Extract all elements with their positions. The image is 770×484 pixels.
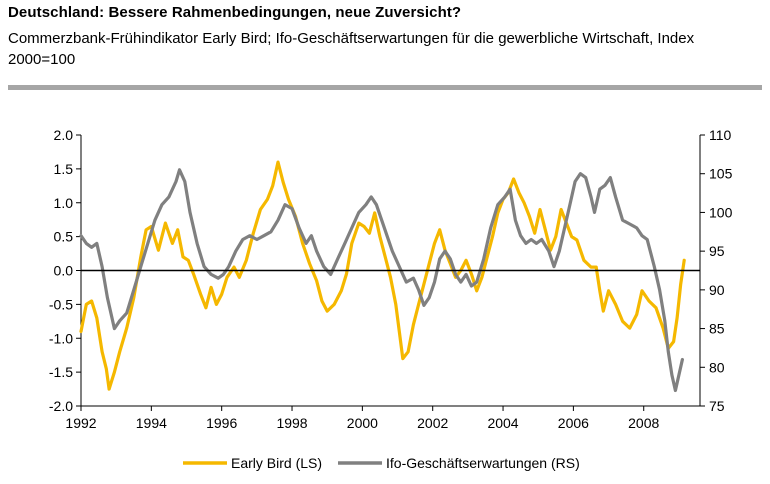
y-left-tick-label: -2.0 xyxy=(49,398,73,414)
y-left-tick-label: 0.5 xyxy=(54,229,74,245)
y-left-tick-label: 2.0 xyxy=(54,127,74,143)
series-layer xyxy=(79,160,686,393)
page-title: Deutschland: Bessere Rahmenbedingungen, … xyxy=(8,4,462,21)
y-right-tick-label: 110 xyxy=(709,127,732,143)
series-line-early-bird xyxy=(79,160,686,391)
header-rule xyxy=(8,85,762,90)
y-left-tick-label: 1.0 xyxy=(54,195,74,211)
x-tick-label: 1994 xyxy=(136,415,167,431)
y-right-tick-label: 95 xyxy=(709,243,725,259)
y-right-tick-label: 85 xyxy=(709,321,725,337)
legend: Early Bird (LS) Ifo-Geschäftserwartungen … xyxy=(183,455,580,471)
x-tick-label: 2008 xyxy=(628,415,659,431)
y-right-tick-label: 100 xyxy=(709,204,733,220)
x-tick-label: 1998 xyxy=(276,415,307,431)
x-tick-label: 2000 xyxy=(347,415,378,431)
x-tick-label: 1992 xyxy=(65,415,96,431)
x-axis-ticks: 1992 1994 1996 1998 2000 2002 2004 2006 2008 xyxy=(65,406,660,431)
x-tick-label: 2006 xyxy=(558,415,589,431)
x-tick-label: 2002 xyxy=(417,415,448,431)
legend-item-early-bird-label: Early Bird (LS) xyxy=(231,455,322,471)
y-right-tick-label: 75 xyxy=(709,398,725,414)
y-left-tick-label: -1.0 xyxy=(49,330,73,346)
y-right-tick-label: 90 xyxy=(709,282,725,298)
series-line-ifo xyxy=(79,168,685,393)
y-left-tick-label: 1.5 xyxy=(54,161,74,177)
x-tick-label: 1996 xyxy=(206,415,237,431)
y-right-tick-label: 105 xyxy=(709,166,733,182)
y-left-tick-label: 0.0 xyxy=(54,263,74,279)
y-left-axis-ticks: 2.0 1.5 1.0 0.5 0.0 -0.5 -1.0 -1.5 -2.0 xyxy=(49,127,81,414)
y-right-axis-ticks: 110 105 100 95 90 85 80 75 xyxy=(700,127,733,414)
y-left-tick-label: -0.5 xyxy=(49,296,73,312)
y-left-tick-label: -1.5 xyxy=(49,364,73,380)
y-right-tick-label: 80 xyxy=(709,359,725,375)
x-tick-label: 2004 xyxy=(487,415,518,431)
legend-item-ifo-label: Ifo-Geschäftserwartungen (RS) xyxy=(386,455,580,471)
page-subtitle: Commerzbank-Frühindikator Early Bird; If… xyxy=(8,30,695,68)
